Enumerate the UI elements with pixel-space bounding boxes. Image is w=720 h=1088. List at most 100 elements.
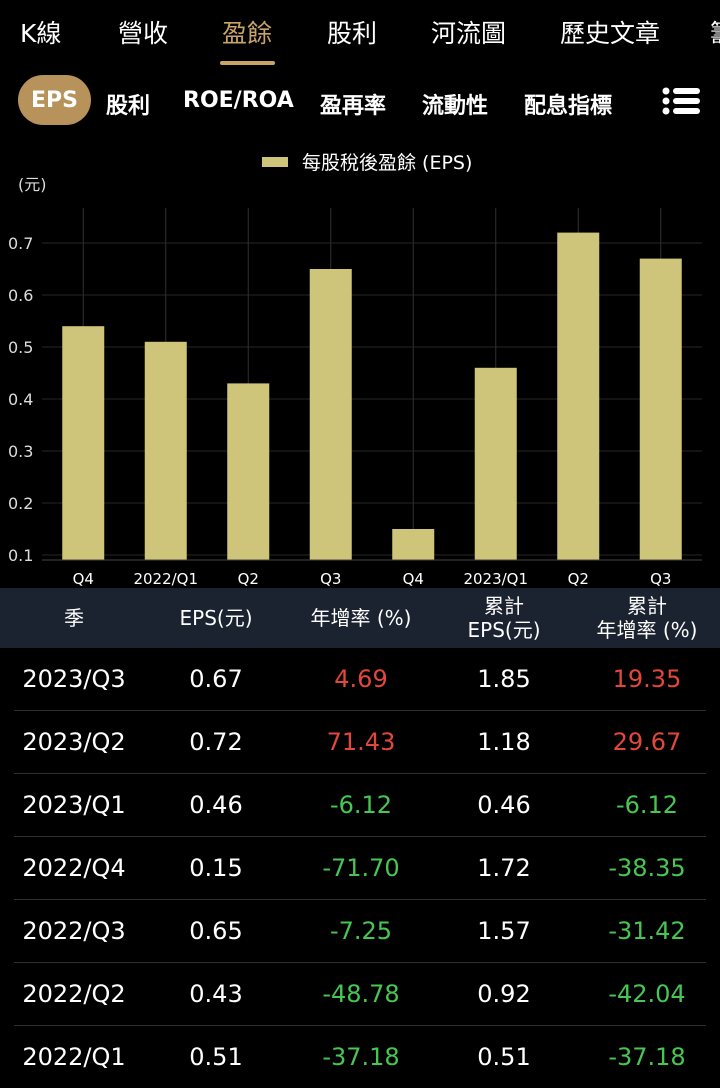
list-menu-icon[interactable]	[662, 86, 700, 116]
subtab-dividend[interactable]: 股利	[106, 94, 151, 119]
cell-season: 2022/Q1	[22, 1043, 126, 1071]
cell-eps: 0.51	[189, 1043, 243, 1071]
cell-cum-eps: 0.51	[477, 1043, 531, 1071]
x-tick-label: 2022/Q1	[133, 570, 198, 588]
bar	[227, 383, 270, 560]
header-cum-eps-line2: EPS(元)	[467, 618, 541, 642]
x-tick-label: Q3	[650, 570, 671, 588]
bar	[639, 258, 682, 560]
header-cum-yoy: 累計 年增率 (%)	[574, 588, 720, 648]
legend-swatch	[262, 157, 288, 167]
tab-earnings[interactable]: 盈餘	[222, 19, 273, 48]
cell-cum-eps: 1.18	[477, 728, 531, 756]
cell-yoy: 71.43	[326, 728, 396, 756]
tab-dividend[interactable]: 股利	[327, 19, 378, 48]
header-eps: EPS(元)	[146, 588, 286, 648]
eps-table-body: 2023/Q3 0.67 4.69 1.85 19.35 2023/Q2 0.7…	[0, 648, 720, 1088]
x-tick-label: Q2	[238, 570, 259, 588]
bar	[392, 529, 435, 560]
bar	[474, 367, 517, 560]
header-eps-label: EPS(元)	[179, 606, 253, 630]
y-tick-label: 0.2	[8, 494, 33, 513]
table-row[interactable]: 2023/Q3 0.67 4.69 1.85 19.35	[14, 648, 706, 711]
bar	[144, 341, 187, 560]
y-tick-label: 0.4	[8, 390, 33, 409]
header-cum-yoy-line2: 年增率 (%)	[596, 618, 698, 642]
bar	[309, 269, 352, 560]
x-tick-label: Q3	[320, 570, 341, 588]
cell-eps: 0.43	[189, 980, 243, 1008]
y-tick-label: 0.1	[8, 546, 33, 565]
cell-cum-yoy: 29.67	[612, 728, 682, 756]
y-tick-label: 0.7	[8, 234, 33, 253]
cell-cum-yoy: -31.42	[608, 917, 686, 945]
cell-eps: 0.15	[189, 854, 243, 882]
table-row[interactable]: 2022/Q3 0.65 -7.25 1.57 -31.42	[14, 900, 706, 963]
eps-chart: 每股稅後盈餘 (EPS) (元) 0.1 0.2 0.3 0.4 0.5 0.6 0.7 Q4 20…	[0, 140, 720, 590]
eps-bar-chart: 每股稅後盈餘 (EPS) (元) 0.1 0.2 0.3 0.4 0.5 0.6 0.7 Q4 20…	[8, 152, 702, 588]
subtab-payout-index[interactable]: 配息指標	[524, 94, 613, 119]
cell-season: 2022/Q2	[22, 980, 126, 1008]
cell-season: 2023/Q3	[22, 665, 126, 693]
top-tab-bar: K線 營收 盈餘 股利 河流圖 歷史文章 籌	[0, 0, 720, 68]
x-tick-label: Q4	[403, 570, 424, 588]
cell-cum-eps: 0.92	[477, 980, 531, 1008]
table-row[interactable]: 2022/Q4 0.15 -71.70 1.72 -38.35	[14, 837, 706, 900]
cell-yoy: 4.69	[334, 665, 388, 693]
bar	[62, 326, 105, 560]
table-row[interactable]: 2023/Q1 0.46 -6.12 0.46 -6.12	[14, 774, 706, 837]
active-tab-indicator	[220, 61, 275, 65]
y-tick-label: 0.3	[8, 442, 33, 461]
subtab-eps[interactable]: EPS	[18, 75, 91, 125]
cell-eps: 0.46	[189, 791, 243, 819]
y-tick-label: 0.6	[8, 286, 33, 305]
cell-cum-yoy: -37.18	[608, 1043, 686, 1071]
cell-yoy: -71.70	[322, 854, 400, 882]
header-cum-eps: 累計 EPS(元)	[434, 588, 574, 648]
cell-yoy: -7.25	[329, 917, 393, 945]
cell-cum-eps: 0.46	[477, 791, 531, 819]
table-header: 季 EPS(元) 年增率 (%) 累計 EPS(元) 累計 年增率 (%)	[0, 588, 720, 648]
cell-season: 2023/Q2	[22, 728, 126, 756]
tab-chips[interactable]: 籌	[710, 14, 720, 50]
header-season-label: 季	[64, 606, 84, 630]
tab-kline[interactable]: K線	[20, 19, 62, 48]
cell-season: 2022/Q4	[22, 854, 126, 882]
legend-label: 每股稅後盈餘 (EPS)	[302, 152, 472, 174]
header-cum-yoy-line1: 累計	[627, 594, 667, 618]
table-row[interactable]: 2023/Q2 0.72 71.43 1.18 29.67	[14, 711, 706, 774]
cell-cum-eps: 1.57	[477, 917, 531, 945]
cell-cum-yoy: 19.35	[612, 665, 682, 693]
header-yoy-label: 年增率 (%)	[310, 606, 412, 630]
cell-yoy: -37.18	[322, 1043, 400, 1071]
header-yoy: 年增率 (%)	[286, 588, 436, 648]
subtab-eps-label: EPS	[31, 87, 78, 113]
cell-cum-yoy: -42.04	[608, 980, 686, 1008]
header-season: 季	[14, 588, 134, 648]
cell-cum-eps: 1.85	[477, 665, 531, 693]
cell-cum-yoy: -6.12	[615, 791, 679, 819]
tab-revenue[interactable]: 營收	[118, 19, 169, 48]
cell-yoy: -48.78	[322, 980, 400, 1008]
cell-season: 2022/Q3	[22, 917, 126, 945]
table-row[interactable]: 2022/Q2 0.43 -48.78 0.92 -42.04	[14, 963, 706, 1026]
subtab-reinvestment-rate[interactable]: 盈再率	[320, 94, 387, 119]
cell-yoy: -6.12	[329, 791, 393, 819]
cell-eps: 0.72	[189, 728, 243, 756]
table-row[interactable]: 2022/Q1 0.51 -37.18 0.51 -37.18	[14, 1026, 706, 1088]
cell-cum-yoy: -38.35	[608, 854, 686, 882]
tab-articles[interactable]: 歷史文章	[560, 19, 661, 48]
x-tick-label: Q4	[73, 570, 94, 588]
header-cum-eps-line1: 累計	[484, 594, 524, 618]
y-tick-label: 0.5	[8, 338, 33, 357]
cell-eps: 0.65	[189, 917, 243, 945]
x-tick-label: 2023/Q1	[463, 570, 528, 588]
subtab-roe-roa[interactable]: ROE/ROA	[183, 88, 294, 113]
cell-cum-eps: 1.72	[477, 854, 531, 882]
bar	[557, 232, 600, 560]
cell-season: 2023/Q1	[22, 791, 126, 819]
subtab-liquidity[interactable]: 流動性	[422, 94, 489, 119]
x-tick-label: Q2	[568, 570, 589, 588]
tab-river-chart[interactable]: 河流圖	[431, 19, 507, 48]
sub-tab-bar: EPS 股利 ROE/ROA 盈再率 流動性 配息指標	[0, 72, 720, 132]
